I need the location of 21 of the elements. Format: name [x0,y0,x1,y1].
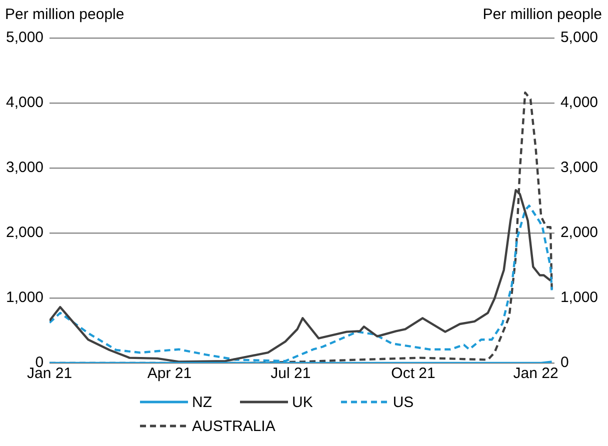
y-tick-label: 3,000 [6,159,44,176]
legend-label: UK [292,394,313,410]
legend-label: NZ [192,394,212,410]
legend-label: US [392,394,414,410]
x-tick-label: Jul 21 [270,365,311,382]
y-tick-label: 4,000 [6,94,44,112]
legend-label: AUSTRALIA [192,418,276,434]
y2-tick-label: 0 [560,354,569,372]
y-tick-label: 5,000 [6,29,44,46]
y2-axis-title: Per million people [482,6,602,23]
y-tick-label: 2,000 [6,224,44,242]
y2-tick-label: 2,000 [560,224,598,242]
x-tick-label: Jan 22 [513,365,558,382]
y2-tick-label: 1,000 [560,289,598,306]
y2-tick-label: 5,000 [560,29,598,46]
y2-tick-label: 4,000 [560,94,598,112]
y-tick-label: 1,000 [6,289,44,306]
y2-tick-label: 3,000 [560,159,598,176]
x-tick-label: Apr 21 [147,365,192,382]
y-axis-title: Per million people [5,6,124,23]
x-tick-label: Oct 21 [391,365,436,382]
